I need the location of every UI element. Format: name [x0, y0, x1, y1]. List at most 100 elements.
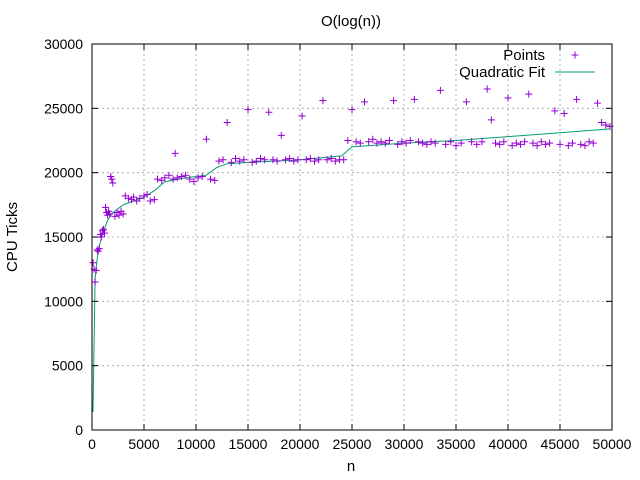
x-tick-label: 10000	[177, 436, 216, 452]
data-point	[598, 118, 606, 126]
data-point	[577, 140, 585, 148]
data-point	[290, 157, 298, 165]
data-point	[227, 158, 235, 166]
grid	[92, 44, 612, 430]
data-point	[394, 140, 402, 148]
data-point	[487, 116, 495, 124]
data-point	[198, 173, 206, 181]
data-point	[331, 157, 339, 165]
data-point	[219, 156, 227, 164]
y-tick-label: 20000	[44, 165, 83, 181]
fit-line	[92, 128, 610, 413]
data-point	[410, 95, 418, 103]
data-point	[602, 121, 610, 129]
data-point	[202, 135, 210, 143]
legend-fit-label: Quadratic Fit	[459, 64, 546, 81]
data-point	[277, 131, 285, 139]
data-point	[171, 149, 179, 157]
data-point	[483, 85, 491, 93]
data-point	[473, 140, 481, 148]
data-point	[161, 174, 169, 182]
data-point	[551, 107, 559, 115]
data-point	[100, 229, 108, 237]
data-point	[365, 138, 373, 146]
data-point	[585, 138, 593, 146]
chart-title: O(log(n))	[321, 13, 381, 30]
data-point	[541, 140, 549, 148]
data-point	[348, 106, 356, 114]
data-point	[281, 156, 289, 164]
data-point	[377, 138, 385, 146]
data-point	[130, 193, 138, 201]
ticks	[91, 43, 613, 431]
data-point	[385, 137, 393, 144]
data-point	[140, 192, 148, 200]
data-point	[232, 155, 240, 163]
data-point	[573, 95, 581, 103]
data-point	[97, 233, 105, 241]
data-point	[95, 245, 103, 253]
data-point	[581, 142, 589, 150]
legend-plus-marker	[571, 51, 579, 59]
data-point	[356, 139, 364, 147]
data-point	[323, 156, 331, 164]
data-point	[115, 211, 123, 219]
data-point	[146, 197, 154, 205]
data-point	[462, 98, 470, 106]
data-point	[402, 139, 410, 147]
data-point	[500, 138, 508, 146]
data-point	[452, 142, 460, 150]
data-point	[398, 138, 406, 146]
y-tick-labels: 0 5000 10000 15000 20000 25000 30000	[44, 36, 83, 438]
data-point	[119, 210, 127, 218]
data-point	[207, 175, 215, 183]
data-point	[298, 112, 306, 120]
data-point	[442, 140, 450, 148]
x-tick-label: 35000	[437, 436, 476, 452]
data-point	[457, 139, 465, 147]
x-tick-label: 45000	[541, 436, 580, 452]
data-point	[190, 178, 198, 186]
data-point	[211, 176, 219, 184]
data-point	[165, 171, 173, 179]
data-point	[106, 210, 114, 218]
x-axis-label: n	[347, 458, 355, 475]
data-point	[521, 138, 529, 146]
data-point	[589, 139, 597, 147]
data-point	[564, 142, 572, 150]
y-tick-label: 5000	[52, 358, 83, 374]
legend-points-marker	[571, 51, 579, 59]
data-point	[256, 155, 264, 163]
x-tick-label: 20000	[281, 436, 320, 452]
x-tick-label: 0	[88, 436, 96, 452]
data-point	[311, 157, 319, 165]
data-point	[236, 157, 244, 165]
fit-layer	[92, 128, 610, 413]
data-point	[319, 97, 327, 105]
data-point	[111, 212, 119, 220]
points-layer	[89, 85, 614, 286]
y-tick-label: 30000	[44, 36, 83, 52]
data-point	[492, 139, 500, 147]
data-point	[306, 155, 314, 163]
data-point	[244, 106, 252, 114]
data-point	[265, 108, 273, 116]
data-point	[568, 139, 576, 147]
data-point	[352, 138, 360, 146]
data-point	[537, 138, 545, 146]
data-point	[533, 142, 541, 150]
data-point	[381, 139, 389, 147]
data-point	[369, 135, 377, 143]
data-point	[194, 174, 202, 182]
y-axis-label: CPU Ticks	[4, 202, 21, 272]
data-point	[177, 173, 185, 181]
y-tick-label: 15000	[44, 229, 83, 245]
data-point	[92, 266, 100, 274]
y-tick-label: 10000	[44, 293, 83, 309]
data-point	[447, 138, 455, 146]
data-point	[468, 138, 476, 146]
x-tick-label: 40000	[489, 436, 528, 452]
data-point	[560, 109, 568, 117]
x-tick-labels: 0 5000 10000 15000 20000 25000 30000 35000 40000…	[88, 436, 632, 452]
